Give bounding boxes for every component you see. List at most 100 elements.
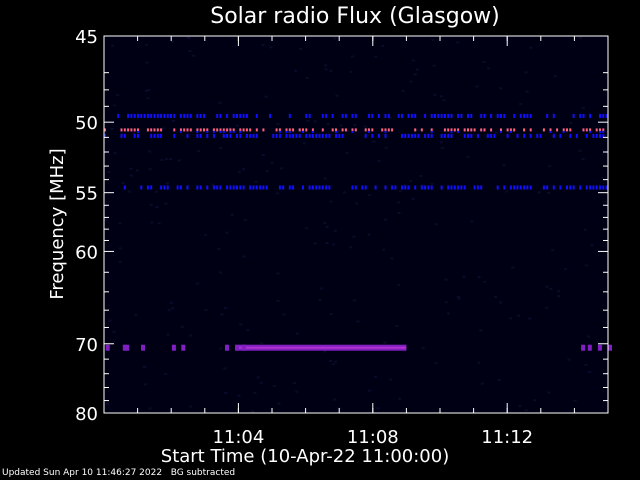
emission-spot bbox=[125, 344, 130, 351]
emission-segment bbox=[179, 128, 182, 132]
emission-segment bbox=[163, 113, 166, 118]
emission-segment bbox=[523, 113, 526, 118]
noise-speck bbox=[118, 261, 122, 264]
emission-segment bbox=[605, 113, 608, 118]
emission-segment bbox=[599, 113, 601, 118]
emission-segment bbox=[137, 113, 139, 118]
noise-speck bbox=[110, 128, 114, 130]
emission-segment bbox=[414, 133, 417, 138]
noise-speck bbox=[282, 313, 286, 316]
noise-speck bbox=[396, 201, 400, 204]
noise-speck bbox=[482, 61, 486, 63]
emission-segment bbox=[308, 185, 311, 190]
noise-speck bbox=[456, 296, 460, 298]
noise-speck bbox=[462, 275, 466, 278]
emission-segment bbox=[503, 113, 506, 118]
emission-segment bbox=[321, 133, 324, 138]
emission-segment bbox=[496, 113, 499, 118]
noise-speck bbox=[502, 163, 506, 166]
noise-speck bbox=[218, 101, 222, 104]
noise-speck bbox=[164, 202, 168, 205]
emission-segment bbox=[430, 133, 433, 138]
noise-speck bbox=[578, 149, 582, 152]
emission-segment bbox=[440, 185, 443, 190]
emission-segment bbox=[305, 133, 308, 138]
noise-speck bbox=[381, 45, 385, 47]
emission-segment bbox=[427, 133, 430, 138]
noise-speck bbox=[270, 161, 274, 164]
emission-segment bbox=[298, 133, 301, 138]
emission-segment bbox=[199, 128, 202, 132]
emission-segment bbox=[328, 185, 331, 190]
noise-speck bbox=[329, 200, 333, 203]
emission-segment bbox=[463, 185, 466, 190]
noise-speck bbox=[416, 68, 419, 71]
emission-segment bbox=[552, 185, 555, 190]
emission-segment bbox=[509, 185, 512, 190]
noise-speck bbox=[446, 312, 450, 315]
noise-speck bbox=[164, 373, 168, 376]
noise-speck bbox=[104, 205, 107, 207]
noise-speck bbox=[579, 36, 582, 39]
emission-spot bbox=[122, 344, 127, 351]
noise-speck bbox=[166, 333, 170, 336]
emission-segment bbox=[467, 113, 469, 118]
noise-speck bbox=[388, 116, 392, 119]
noise-speck bbox=[557, 295, 560, 298]
emission-segment bbox=[216, 128, 219, 132]
emission-segment bbox=[542, 128, 545, 132]
noise-speck bbox=[180, 325, 184, 328]
noise-speck bbox=[313, 242, 317, 245]
emission-segment bbox=[292, 133, 295, 138]
noise-speck bbox=[499, 301, 503, 304]
emission-segment bbox=[424, 113, 427, 118]
emission-segment bbox=[443, 133, 446, 138]
emission-segment bbox=[245, 133, 248, 138]
emission-segment bbox=[295, 133, 298, 138]
emission-segment bbox=[434, 113, 436, 118]
emission-segment bbox=[285, 133, 288, 138]
emission-segment bbox=[331, 128, 334, 132]
noise-speck bbox=[276, 192, 280, 195]
noise-speck bbox=[150, 221, 154, 224]
emission-spot bbox=[235, 344, 239, 351]
emission-segment bbox=[579, 185, 582, 190]
noise-speck bbox=[368, 389, 371, 392]
noise-speck bbox=[355, 202, 359, 205]
emission-segment bbox=[569, 133, 572, 138]
emission-segment bbox=[364, 133, 367, 138]
noise-speck bbox=[395, 325, 399, 328]
noise-speck bbox=[352, 235, 356, 238]
emission-segment bbox=[255, 133, 258, 138]
emission-segment bbox=[404, 133, 407, 138]
emission-segment bbox=[404, 185, 407, 190]
y-tick-label: 60 bbox=[75, 242, 98, 263]
noise-speck bbox=[195, 282, 199, 285]
noise-speck bbox=[204, 233, 208, 236]
emission-segment bbox=[519, 113, 522, 118]
emission-segment bbox=[526, 113, 529, 118]
noise-speck bbox=[220, 313, 224, 316]
noise-speck bbox=[548, 165, 552, 168]
noise-speck bbox=[353, 124, 357, 127]
emission-segment bbox=[384, 113, 387, 118]
y-tick-label: 45 bbox=[75, 27, 98, 48]
noise-speck bbox=[169, 301, 173, 304]
emission-segment bbox=[440, 133, 443, 138]
noise-speck bbox=[305, 76, 309, 79]
emission-segment bbox=[566, 128, 568, 132]
noise-speck bbox=[323, 177, 327, 180]
emission-segment bbox=[236, 133, 238, 138]
emission-segment bbox=[196, 128, 199, 132]
emission-segment bbox=[255, 185, 258, 190]
emission-segment bbox=[212, 128, 215, 132]
noise-speck bbox=[108, 319, 112, 322]
noise-speck bbox=[136, 169, 139, 172]
emission-segment bbox=[232, 185, 235, 190]
noise-speck bbox=[499, 87, 503, 90]
emission-segment bbox=[179, 113, 182, 118]
noise-speck bbox=[554, 75, 558, 78]
emission-segment bbox=[160, 113, 163, 118]
x-axis-label: Start Time (10-Apr-22 11:00:00) bbox=[161, 446, 449, 467]
noise-speck bbox=[415, 129, 419, 131]
